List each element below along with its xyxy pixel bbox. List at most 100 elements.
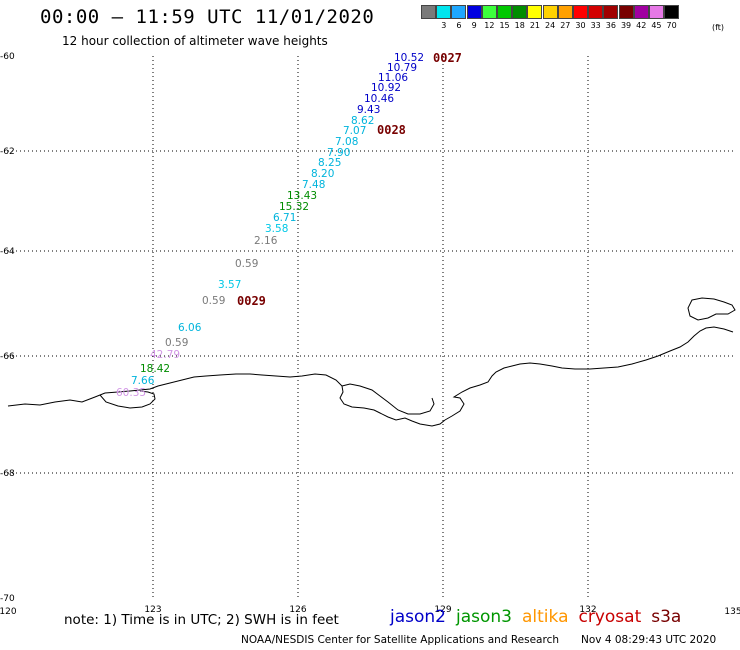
legend-swatch — [436, 5, 452, 19]
legend-item — [421, 5, 437, 30]
wave-height-label: 10.92 — [371, 82, 401, 94]
legend-swatch — [481, 5, 497, 19]
legend-swatch — [466, 5, 482, 19]
lat-tick-label: -70 — [0, 594, 15, 604]
legend-swatch — [451, 5, 467, 19]
lat-tick-label: -62 — [0, 147, 15, 157]
wave-height-label: 7.66 — [131, 375, 155, 387]
lon-tick-label: 120 — [0, 607, 17, 617]
lon-tick-label: 129 — [434, 605, 451, 615]
antarctic-coastline — [7, 326, 734, 427]
legend-swatch — [421, 5, 437, 19]
legend-item: 24 — [542, 5, 558, 30]
wave-height-label: 10.46 — [364, 93, 394, 105]
wave-height-label: 7.08 — [335, 136, 358, 148]
lon-tick-label: 135 — [724, 607, 740, 617]
legend-swatch — [527, 5, 543, 19]
coastline — [7, 297, 736, 427]
wave-height-label: 42.79 — [150, 349, 180, 361]
legend-item: 70 — [664, 5, 680, 30]
coastline-inlet-1 — [99, 390, 156, 409]
satellite-cryosat: cryosat — [578, 607, 642, 627]
wave-height-label: 18.42 — [140, 363, 170, 375]
legend-item: 42 — [633, 5, 649, 30]
pass-time-label: 0027 — [433, 51, 462, 65]
legend-label: 33 — [590, 21, 601, 30]
legend-swatch — [588, 5, 604, 19]
wave-height-label: 0.59 — [202, 295, 225, 307]
wave-height-label: 8.62 — [351, 115, 374, 127]
legend-swatch — [572, 5, 588, 19]
wave-height-label: 3.58 — [265, 223, 288, 235]
legend-label: 18 — [514, 21, 525, 30]
wave-height-label: 60.35 — [116, 387, 146, 399]
legend-label: 45 — [651, 21, 662, 30]
lat-tick-label: -66 — [0, 352, 15, 362]
wave-height-label: 8.20 — [311, 168, 334, 180]
legend-swatch — [542, 5, 558, 19]
satellite-altika: altika — [522, 607, 569, 627]
legend-item: 6 — [451, 5, 467, 30]
legend-label: 9 — [471, 21, 477, 30]
wave-height-label: 10.79 — [387, 62, 417, 74]
lat-tick-label: -60 — [0, 52, 15, 62]
legend-label: 15 — [499, 21, 510, 30]
footer-credit: NOAA/NESDIS Center for Satellite Applica… — [241, 634, 559, 646]
wave-height-label: 2.16 — [254, 235, 278, 247]
wave-height-label: 3.57 — [218, 279, 241, 291]
legend-swatch — [648, 5, 664, 19]
legend-item: 15 — [497, 5, 513, 30]
legend-label: 21 — [529, 21, 540, 30]
lon-tick-label: 126 — [289, 605, 306, 615]
wave-height-label: 11.06 — [378, 72, 408, 84]
wave-height-label: 13.43 — [287, 190, 317, 202]
footer-timestamp: Nov 4 08:29:43 UTC 2020 — [581, 634, 717, 646]
legend-label: 27 — [560, 21, 571, 30]
legend-swatch — [603, 5, 619, 19]
wave-height-label: 7.07 — [343, 125, 366, 137]
legend-swatch — [633, 5, 649, 19]
coastline-peninsula — [687, 297, 736, 321]
legend-item: 36 — [603, 5, 619, 30]
wave-height-label: 6.06 — [178, 322, 202, 334]
legend-label: 39 — [620, 21, 632, 30]
legend-swatch — [664, 5, 680, 19]
legend-label: 42 — [636, 21, 647, 30]
wave-height-label: 7.48 — [302, 179, 325, 191]
wave-height-label: 15.32 — [279, 201, 309, 213]
color-legend: 3 6 9 12 15 18 21 24 27 30 33 36 39 42 45 70 — [421, 5, 680, 30]
legend-swatch — [618, 5, 634, 19]
legend-swatch — [497, 5, 513, 19]
legend-item: 39 — [618, 5, 634, 30]
legend-item: 12 — [481, 5, 497, 30]
legend-item: 21 — [527, 5, 543, 30]
lat-tick-label: -64 — [0, 247, 15, 257]
wave-height-label: 8.25 — [318, 157, 341, 169]
legend-item: 18 — [512, 5, 528, 30]
legend-swatch — [512, 5, 528, 19]
legend-item: 3 — [436, 5, 452, 30]
lon-tick-label: 123 — [144, 605, 161, 615]
legend-label: 36 — [605, 21, 616, 30]
coastline-inlet-2 — [341, 383, 435, 415]
page-subtitle: 12 hour collection of altimeter wave hei… — [62, 34, 328, 48]
legend-unit-label: (ft) — [712, 23, 725, 32]
wave-height-label: 10.52 — [394, 52, 424, 64]
altimeter-observations: 10.5210.7911.0610.9210.469.438.627.077.0… — [116, 52, 424, 399]
legend-label: 24 — [545, 21, 556, 30]
legend-label: 70 — [666, 21, 677, 30]
wave-height-label: 7.90 — [327, 147, 350, 159]
satellite-jason3: jason3 — [456, 607, 512, 627]
legend-item: 30 — [572, 5, 588, 30]
satellite-s3a: s3a — [651, 607, 682, 627]
wave-height-label: 0.59 — [235, 258, 258, 270]
legend-item: 33 — [588, 5, 604, 30]
legend-label: 12 — [484, 21, 495, 30]
legend-swatch — [557, 5, 573, 19]
footer-note: note: 1) Time is in UTC; 2) SWH is in fe… — [64, 612, 339, 628]
pass-time-label: 0028 — [377, 123, 406, 137]
wave-height-label: 6.71 — [273, 212, 296, 224]
legend-item: 27 — [557, 5, 573, 30]
map-grid: 120 123 126 129 132 135 -60 -62 -64 -66 -68 -70 — [0, 52, 740, 617]
